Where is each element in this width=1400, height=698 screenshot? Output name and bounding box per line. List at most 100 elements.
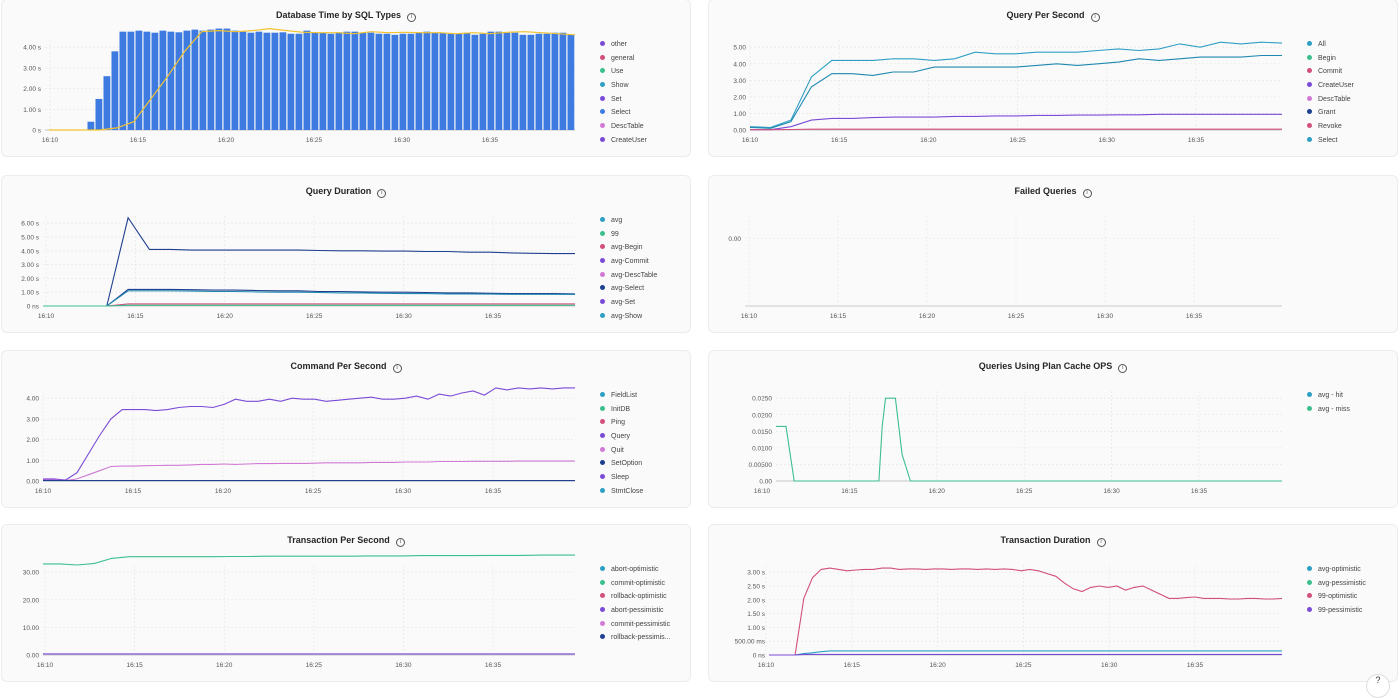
bar [183, 30, 191, 130]
legend-item[interactable]: rollback-pessimis... [600, 631, 671, 645]
legend-item[interactable]: avg-DescTable [600, 269, 657, 283]
legend: avg - hit avg - miss [1307, 389, 1350, 416]
legend-item[interactable]: Select [600, 106, 647, 120]
info-icon[interactable]: i [395, 538, 405, 547]
legend-item[interactable]: avg - miss [1307, 403, 1350, 417]
legend-item[interactable]: avg-Begin [600, 241, 657, 255]
legend-item[interactable]: rollback-optimistic [600, 590, 671, 604]
legend-item[interactable]: abort-pessimistic [600, 604, 671, 618]
legend-item[interactable]: DescTable [1307, 93, 1354, 107]
bar [311, 32, 319, 130]
legend-dot-icon [600, 460, 605, 466]
legend-item[interactable]: general [600, 52, 647, 66]
legend-item[interactable]: 99-optimistic [1307, 590, 1366, 604]
x-tick-label: 16:10 [742, 137, 759, 144]
x-tick-label: 16:20 [919, 313, 936, 320]
legend-item[interactable]: CreateUser [600, 134, 647, 148]
y-tick-label: 20.00 [23, 597, 40, 604]
x-tick-label: 16:20 [929, 662, 946, 669]
legend-item[interactable]: Quit [600, 444, 643, 458]
legend-dot-icon [600, 41, 605, 46]
x-tick-label: 16:35 [485, 313, 502, 320]
y-tick-label: 0.00 [728, 236, 741, 243]
legend-item[interactable]: avg-Show [600, 310, 657, 324]
y-tick-label: 0 ns [27, 304, 40, 311]
legend-dot-icon [600, 607, 605, 613]
legend-item[interactable]: avg - hit [1307, 389, 1350, 403]
legend-item[interactable]: Query [600, 430, 643, 444]
legend-item[interactable]: abort-optimistic [600, 563, 671, 577]
y-tick-label: 500.00 ms [735, 639, 766, 646]
legend-item[interactable]: avg-pessimistic [1307, 577, 1366, 591]
legend-label: avg - hit [1318, 392, 1343, 399]
y-tick-label: 10.00 [23, 625, 40, 632]
legend-dot-icon [1307, 109, 1312, 115]
chart-command-per-second: 0.00 1.00 2.00 3.00 4.00 16:10 16:15 16:20 16:25… [26, 387, 575, 495]
legend-item[interactable]: Begin [1307, 52, 1354, 66]
legend-dot-icon [600, 392, 605, 397]
legend-item[interactable]: Revoke [1307, 120, 1354, 134]
legend-item[interactable]: DescTable [600, 120, 647, 134]
series-line-other [49, 27, 576, 131]
legend-item[interactable]: 99-pessimistic [1307, 604, 1366, 618]
y-tick-label: 2.00 s [23, 86, 41, 93]
bar [103, 76, 111, 130]
legend-label: StmtClose [611, 487, 644, 495]
legend-dot-icon [600, 109, 605, 115]
info-icon[interactable]: i [1118, 364, 1128, 373]
y-tick-label: 4.00 [26, 396, 39, 403]
legend-item[interactable]: Use [600, 65, 647, 79]
legend-item[interactable]: avg-Set [600, 296, 657, 310]
legend-label: DescTable [611, 123, 644, 131]
legend-item[interactable]: Show [600, 79, 647, 93]
legend-item[interactable]: Set [600, 93, 647, 107]
legend-item[interactable]: 99 [600, 228, 657, 242]
legend: avg-optimistic avg-pessimistic 99-optimist… [1307, 563, 1366, 618]
y-tick-label: 1.00 s [747, 625, 765, 632]
legend-item[interactable]: FieldList [600, 389, 643, 403]
info-icon[interactable]: i [1082, 189, 1092, 198]
info-icon[interactable]: i [392, 364, 402, 373]
legend-item[interactable]: commit-optimistic [600, 577, 671, 591]
legend-item[interactable]: SetOption [600, 457, 643, 471]
legend-item[interactable]: StmtClose [600, 485, 643, 499]
x-tick-label: 16:20 [216, 662, 233, 669]
y-tick-label: 1.50 s [747, 611, 765, 618]
legend-item[interactable]: avg-Commit [600, 255, 657, 269]
legend-item[interactable]: avg-optimistic [1307, 563, 1366, 577]
legend-label: commit-pessimistic [611, 620, 671, 628]
legend-item[interactable]: Commit [1307, 65, 1354, 79]
bar [95, 98, 103, 130]
legend-item[interactable]: avg-Select [600, 282, 657, 296]
x-tick-label: 16:20 [217, 313, 234, 320]
series-line-Query [43, 387, 575, 481]
y-tick-label: 5.00 [733, 45, 746, 52]
y-tick-label: 1.00 s [23, 107, 41, 114]
info-icon[interactable]: i [377, 189, 387, 198]
info-icon[interactable]: i [1090, 13, 1100, 22]
panel-title: Transaction Duration i [709, 535, 1397, 547]
help-button[interactable]: ? [1366, 674, 1390, 698]
legend-item[interactable]: Select [1307, 134, 1354, 148]
x-tick-label: 16:20 [215, 488, 232, 495]
bar [247, 32, 255, 130]
legend-item[interactable]: CreateUser [1307, 79, 1354, 93]
legend-item[interactable]: InitDB [600, 403, 643, 417]
legend-item[interactable]: other [600, 38, 647, 52]
legend-item[interactable]: Sleep [600, 471, 643, 485]
info-icon[interactable]: i [407, 13, 417, 22]
legend-dot-icon [600, 405, 605, 411]
panel-database-time: Database Time by SQL Types i 0 s 1.00 s 2.0… [1, 0, 691, 157]
legend-item[interactable]: Ping [600, 416, 643, 430]
legend-label: Set [611, 95, 622, 103]
series-line-99-optimistic [769, 567, 1283, 656]
legend-item[interactable]: Grant [1307, 106, 1354, 120]
series-line-commit-optimistic [43, 554, 575, 566]
legend-item[interactable]: avg [600, 214, 657, 228]
legend-item[interactable]: All [1307, 38, 1354, 52]
bar [511, 32, 519, 130]
legend-item[interactable]: commit-pessimistic [600, 618, 671, 632]
bar [343, 31, 351, 130]
info-icon[interactable]: i [1096, 538, 1106, 547]
series-line-avg-Select [43, 290, 576, 307]
